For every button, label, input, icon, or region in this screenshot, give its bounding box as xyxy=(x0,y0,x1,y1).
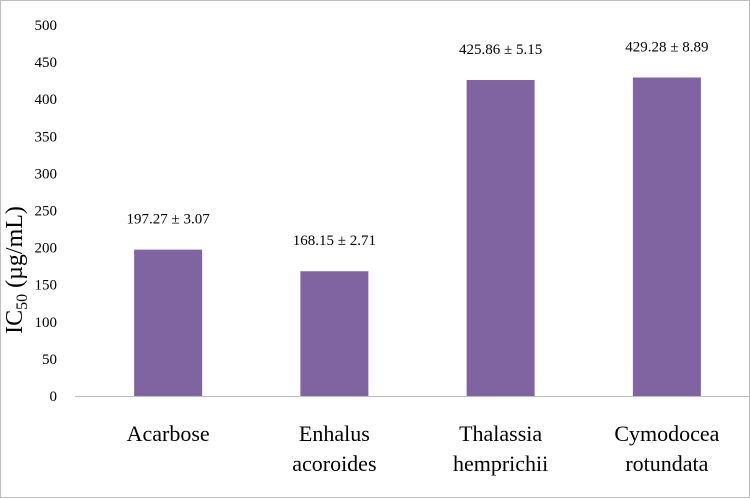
bar xyxy=(134,249,203,396)
y-axis-title-base: IC xyxy=(2,310,28,334)
y-tick-label: 200 xyxy=(35,241,58,257)
bar xyxy=(300,271,369,396)
y-axis-title-subscript: 50 xyxy=(14,294,31,310)
y-tick-label: 300 xyxy=(35,166,58,182)
category-labels: Acarbose Enhalus acoroides Thalassia hempric… xyxy=(127,421,720,476)
y-tick-label: 100 xyxy=(35,315,58,331)
bars xyxy=(134,77,701,397)
category-label: Enhalus xyxy=(299,421,370,446)
y-tick-label: 0 xyxy=(50,389,58,405)
y-tick-label: 450 xyxy=(35,55,58,71)
y-tick-label: 150 xyxy=(35,278,58,294)
y-tick-label: 400 xyxy=(35,92,58,108)
y-axis-title-rest: (µg/mL) xyxy=(2,206,28,294)
bar xyxy=(632,77,701,396)
y-tick-label: 350 xyxy=(35,129,58,145)
data-label: 168.15 ± 2.71 xyxy=(293,233,376,249)
category-label: Cymodocea xyxy=(614,421,719,446)
category-label: Thalassia xyxy=(459,421,542,446)
data-label: 429.28 ± 8.89 xyxy=(625,39,708,55)
y-axis-title: IC50 (µg/mL) xyxy=(2,206,31,334)
category-label: hemprichii xyxy=(453,451,548,476)
category-label: acoroides xyxy=(292,451,376,476)
y-tick-label: 250 xyxy=(35,204,58,220)
y-axis-ticks: 0 50 100 150 200 250 300 350 400 450 500 xyxy=(35,18,58,405)
data-labels: 197.27 ± 3.07 168.15 ± 2.71 425.86 ± 5.15 4… xyxy=(127,39,709,249)
category-label: Acarbose xyxy=(127,421,210,446)
svg-text:IC50 (µg/mL): IC50 (µg/mL) xyxy=(2,206,31,334)
y-tick-label: 500 xyxy=(35,18,58,34)
y-tick-label: 50 xyxy=(42,352,57,368)
data-label: 425.86 ± 5.15 xyxy=(459,42,542,58)
data-label: 197.27 ± 3.07 xyxy=(127,212,211,228)
category-label: rotundata xyxy=(625,451,708,476)
bar xyxy=(466,80,535,397)
